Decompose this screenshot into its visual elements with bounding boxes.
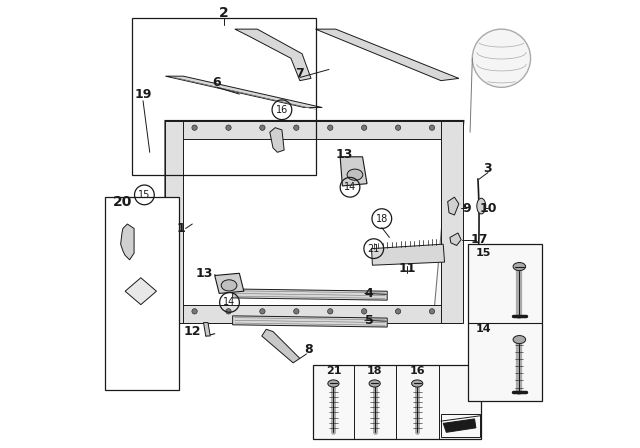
Polygon shape: [270, 128, 284, 152]
Text: 18: 18: [376, 214, 388, 224]
Bar: [132, 18, 316, 175]
Text: 18: 18: [367, 366, 383, 376]
Text: 8: 8: [305, 343, 313, 356]
Circle shape: [294, 309, 299, 314]
Polygon shape: [121, 224, 134, 260]
Text: 14: 14: [344, 182, 356, 192]
Text: 11: 11: [399, 262, 416, 276]
Circle shape: [140, 293, 144, 297]
Circle shape: [226, 309, 231, 314]
Polygon shape: [215, 273, 244, 293]
Polygon shape: [165, 76, 323, 108]
Text: 14: 14: [223, 297, 236, 307]
Circle shape: [127, 269, 132, 273]
Text: 21: 21: [326, 366, 341, 376]
Ellipse shape: [221, 280, 237, 291]
Text: 16: 16: [276, 105, 288, 115]
Ellipse shape: [369, 380, 380, 387]
Text: 1: 1: [177, 222, 186, 235]
Polygon shape: [165, 121, 463, 139]
Polygon shape: [448, 197, 459, 215]
Polygon shape: [122, 221, 147, 301]
Circle shape: [125, 258, 129, 263]
Circle shape: [135, 286, 140, 291]
Text: 19: 19: [134, 87, 152, 101]
Polygon shape: [262, 329, 300, 363]
Text: 10: 10: [480, 202, 497, 215]
Text: 2: 2: [219, 6, 228, 21]
Text: 7: 7: [296, 66, 304, 80]
Circle shape: [328, 309, 333, 314]
Circle shape: [226, 125, 231, 130]
Text: 20: 20: [113, 194, 132, 209]
Polygon shape: [165, 121, 463, 323]
Ellipse shape: [328, 380, 339, 387]
Polygon shape: [371, 244, 445, 265]
Ellipse shape: [347, 169, 363, 181]
Polygon shape: [179, 134, 450, 309]
Polygon shape: [204, 323, 210, 336]
Polygon shape: [441, 121, 463, 323]
Circle shape: [362, 125, 367, 130]
Text: 15: 15: [138, 190, 150, 200]
Text: 17: 17: [471, 233, 488, 246]
Polygon shape: [165, 121, 184, 323]
Bar: [314, 365, 481, 439]
Circle shape: [123, 247, 127, 251]
Text: 13: 13: [336, 148, 353, 161]
Bar: [468, 244, 541, 401]
Circle shape: [131, 278, 135, 283]
Text: 14: 14: [476, 324, 492, 334]
Text: 16: 16: [410, 366, 425, 376]
Ellipse shape: [477, 198, 486, 214]
Ellipse shape: [412, 380, 423, 387]
Text: 3: 3: [484, 161, 492, 175]
Circle shape: [192, 309, 197, 314]
Circle shape: [122, 235, 127, 240]
Circle shape: [260, 125, 265, 130]
Text: 5: 5: [365, 314, 374, 327]
Bar: [105, 197, 179, 390]
Text: 21: 21: [367, 244, 380, 254]
Polygon shape: [233, 289, 387, 300]
Circle shape: [294, 125, 299, 130]
Circle shape: [328, 125, 333, 130]
Ellipse shape: [513, 336, 525, 344]
Circle shape: [396, 125, 401, 130]
Polygon shape: [125, 278, 157, 305]
Text: 15: 15: [476, 248, 492, 258]
Polygon shape: [233, 316, 387, 327]
Polygon shape: [450, 233, 461, 246]
Circle shape: [192, 125, 197, 130]
Circle shape: [429, 309, 435, 314]
Polygon shape: [340, 157, 367, 186]
Circle shape: [260, 309, 265, 314]
Circle shape: [396, 309, 401, 314]
Ellipse shape: [513, 263, 525, 271]
Polygon shape: [235, 29, 311, 81]
Polygon shape: [443, 419, 476, 432]
Polygon shape: [316, 29, 459, 81]
Text: 9: 9: [463, 202, 471, 215]
Text: 13: 13: [195, 267, 212, 280]
Text: 6: 6: [212, 76, 221, 90]
Text: 4: 4: [365, 287, 374, 300]
Polygon shape: [165, 305, 445, 323]
Circle shape: [472, 29, 531, 87]
Circle shape: [429, 125, 435, 130]
Circle shape: [362, 309, 367, 314]
Text: 12: 12: [184, 325, 202, 338]
